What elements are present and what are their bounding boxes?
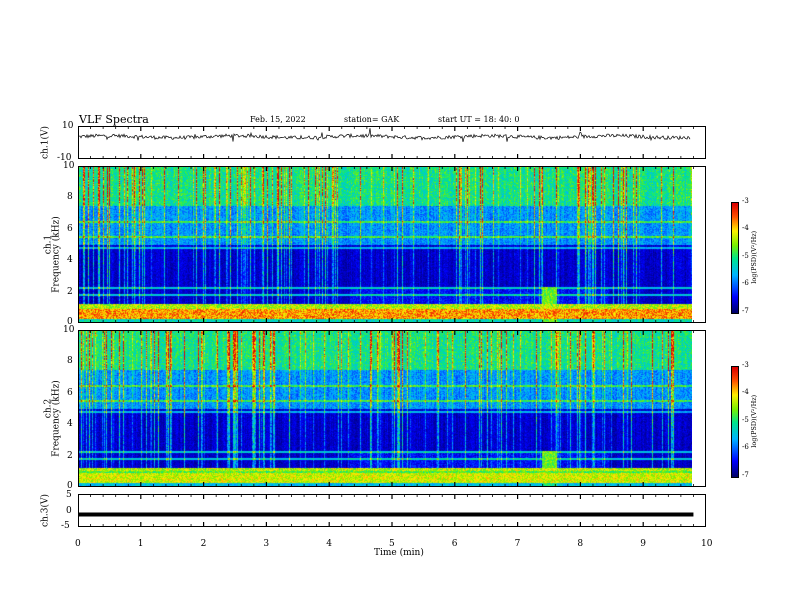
x-tick-label: 6 bbox=[451, 539, 458, 549]
cbar2-label: log(PSD)(V²/Hz) bbox=[749, 394, 758, 448]
cbar1-tick-m3: -3 bbox=[742, 197, 749, 205]
ch2-spectrogram-canvas bbox=[79, 331, 692, 486]
x-tick-label: 7 bbox=[514, 539, 521, 549]
ch1-x-ticks bbox=[78, 126, 706, 159]
ch3-ylabel: ch.3(V) bbox=[40, 494, 51, 527]
x-tick-label: 9 bbox=[640, 539, 646, 549]
x-tick-label: 5 bbox=[389, 539, 395, 549]
cbar2-tick-m7: -7 bbox=[742, 471, 749, 479]
ch3-ytick-m5: -5 bbox=[61, 521, 70, 531]
ch1-ytick-top: 10 bbox=[62, 121, 74, 131]
x-tick-label: 0 bbox=[75, 539, 81, 549]
ch2-spec-ylabel-freq: Frequency (kHz) bbox=[51, 380, 62, 457]
ch3-ytick-5: 5 bbox=[66, 490, 72, 500]
ch1-freq-tick-6: 6 bbox=[67, 224, 73, 234]
ch1-freq-tick-2: 2 bbox=[67, 287, 73, 297]
cbar2-tick-m3: -3 bbox=[742, 361, 749, 369]
plot-title: VLF Spectra bbox=[79, 113, 149, 126]
x-tick-label: 3 bbox=[263, 539, 270, 549]
ch2-colorbar bbox=[731, 366, 739, 478]
ch1-spectrogram-panel bbox=[78, 166, 706, 323]
ch2-spectrogram-panel bbox=[78, 330, 706, 487]
start-time-label: start UT = 18: 40: 0 bbox=[438, 115, 520, 124]
ch1-ylabel: ch.1(V) bbox=[40, 126, 51, 159]
x-tick-label: 10 bbox=[701, 539, 713, 549]
ch2-freq-tick-2: 2 bbox=[67, 451, 73, 461]
ch2-freq-tick-10: 10 bbox=[63, 325, 75, 335]
date-label: Feb. 15, 2022 bbox=[250, 115, 306, 124]
cbar1-tick-m4: -4 bbox=[742, 224, 749, 232]
ch1-freq-tick-4: 4 bbox=[67, 255, 73, 265]
ch2-freq-tick-8: 8 bbox=[67, 356, 73, 366]
x-tick-label: 4 bbox=[326, 539, 332, 549]
ch1-colorbar bbox=[731, 202, 739, 314]
ch1-freq-tick-0: 0 bbox=[67, 317, 73, 327]
ch1-spectrogram-canvas bbox=[79, 167, 692, 322]
cbar1-tick-m6: -6 bbox=[742, 279, 749, 287]
ch1-freq-tick-8: 8 bbox=[67, 192, 73, 202]
cbar2-tick-m5: -5 bbox=[742, 416, 749, 424]
cbar1-label: log(PSD)(V²/Hz) bbox=[749, 230, 758, 284]
x-tick-label: 8 bbox=[577, 539, 584, 549]
cbar2-tick-m6: -6 bbox=[742, 443, 749, 451]
cbar1-tick-m7: -7 bbox=[742, 307, 749, 315]
ch1-waveform-line bbox=[78, 128, 691, 142]
ch1-ytick-bottom: -10 bbox=[57, 153, 72, 163]
ch3-waveform-panel bbox=[78, 494, 706, 527]
x-axis-label: Time (min) bbox=[374, 548, 424, 558]
ch2-freq-tick-0: 0 bbox=[67, 481, 73, 491]
ch2-freq-tick-4: 4 bbox=[67, 419, 73, 429]
x-tick-label: 1 bbox=[137, 539, 144, 549]
ch1-freq-tick-10: 10 bbox=[63, 161, 75, 171]
cbar2-tick-m4: -4 bbox=[742, 388, 749, 396]
ch2-freq-tick-6: 6 bbox=[67, 388, 73, 398]
station-label: station= GAK bbox=[344, 115, 400, 124]
x-tick-label: 2 bbox=[200, 539, 207, 549]
ch3-ytick-0: 0 bbox=[66, 506, 72, 516]
cbar1-tick-m5: -5 bbox=[742, 252, 749, 260]
ch1-waveform-panel bbox=[78, 126, 706, 159]
ch1-spec-ylabel-freq: Frequency (kHz) bbox=[51, 216, 62, 293]
